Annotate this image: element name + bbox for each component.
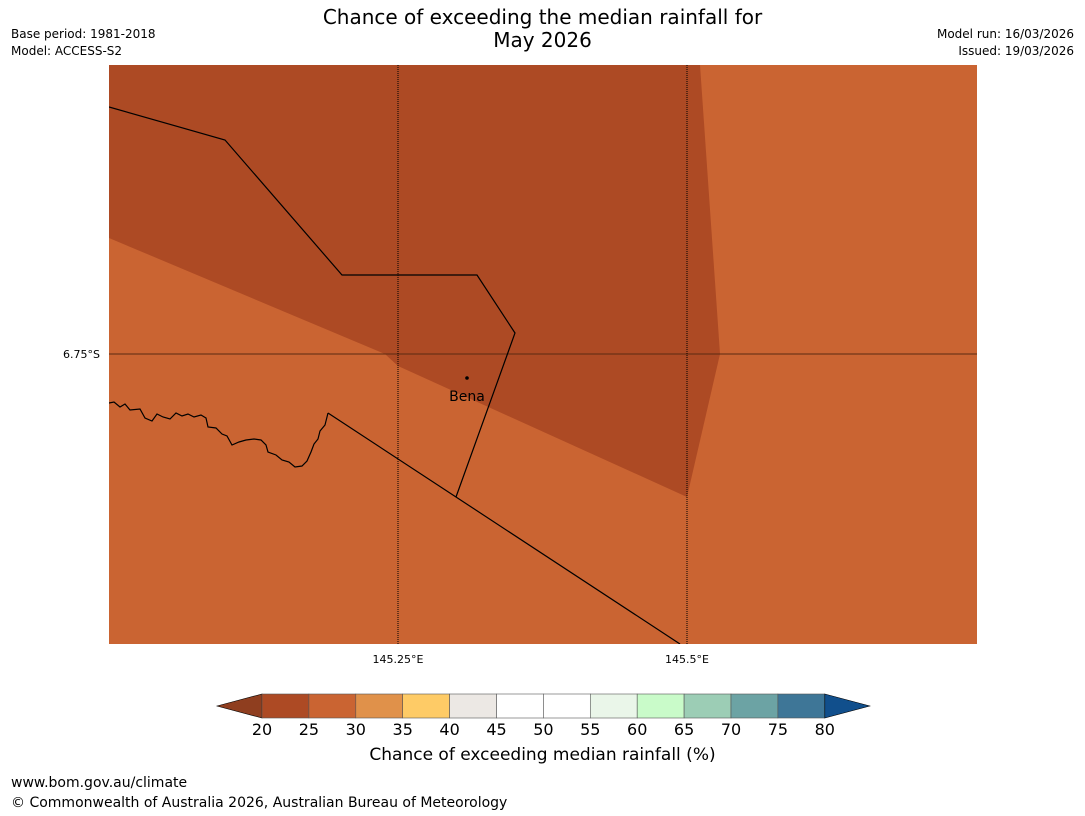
colorbar-bin [777, 693, 826, 719]
province-border-north [109, 106, 516, 498]
region-dark [109, 65, 720, 497]
title-line-2: May 2026 [493, 28, 592, 52]
footer-copyright: © Commonwealth of Australia 2026, Austra… [11, 795, 508, 811]
colorbar-bin [496, 693, 544, 719]
colorbar-under-arrow [215, 693, 263, 719]
colorbar-tick-label: 40 [439, 720, 459, 739]
meta-right: Model run: 16/03/2026 Issued: 19/03/2026 [937, 26, 1074, 60]
footer-url[interactable]: www.bom.gov.au/climate [11, 775, 188, 791]
model-run: Model run: 16/03/2026 [936, 27, 1074, 41]
map-title: Chance of exceeding the median rainfall … [0, 6, 1085, 52]
colorbar-tick-label: 50 [533, 720, 553, 739]
colorbar-tick-label: 20 [252, 720, 272, 739]
longitude-label-2: 145.5°E [665, 653, 709, 666]
colorbar-bin [449, 693, 497, 719]
coastline [109, 401, 329, 468]
colorbar-title: Chance of exceeding median rainfall (%) [369, 745, 716, 765]
town-marker [465, 376, 469, 380]
map-panel: Bena [109, 65, 977, 644]
colorbar-tick-label: 30 [346, 720, 366, 739]
colorbar-tick-label: 75 [768, 720, 788, 739]
base-period: Base period: 1981-2018 [11, 27, 156, 41]
latitude-label: 6.75°S [63, 348, 100, 361]
meta-left: Base period: 1981-2018 Model: ACCESS-S2 [11, 26, 156, 60]
colorbar-tick-label: 25 [299, 720, 319, 739]
colorbar-bin [589, 693, 638, 719]
colorbar-tick-label: 60 [627, 720, 647, 739]
colorbar-bin [355, 693, 403, 719]
colorbar-over-arrow [824, 693, 871, 719]
colorbar-tick-label: 35 [393, 720, 413, 739]
colorbar-tick-label: 65 [674, 720, 694, 739]
colorbar-tick-label: 45 [486, 720, 506, 739]
province-border-south [327, 412, 681, 644]
longitude-label-1: 145.25°E [373, 653, 424, 666]
colorbar-bin [308, 693, 357, 719]
colorbar-bin [730, 693, 779, 719]
colorbar-bin [402, 693, 450, 719]
colorbar-tick-label: 55 [580, 720, 600, 739]
model-name: Model: ACCESS-S2 [11, 44, 123, 58]
colorbar-bin [683, 693, 732, 719]
issued-date: Issued: 19/03/2026 [958, 44, 1074, 58]
town-label: Bena [449, 389, 485, 405]
title-line-1: Chance of exceeding the median rainfall … [322, 5, 763, 29]
colorbar: 20 25 30 35 40 45 50 55 60 65 70 75 80 [215, 693, 871, 739]
colorbar-tick-label: 70 [721, 720, 741, 739]
colorbar-bin [261, 693, 310, 719]
colorbar-bin [543, 693, 591, 719]
colorbar-bin [636, 693, 685, 719]
colorbar-tick-label: 80 [815, 720, 835, 739]
